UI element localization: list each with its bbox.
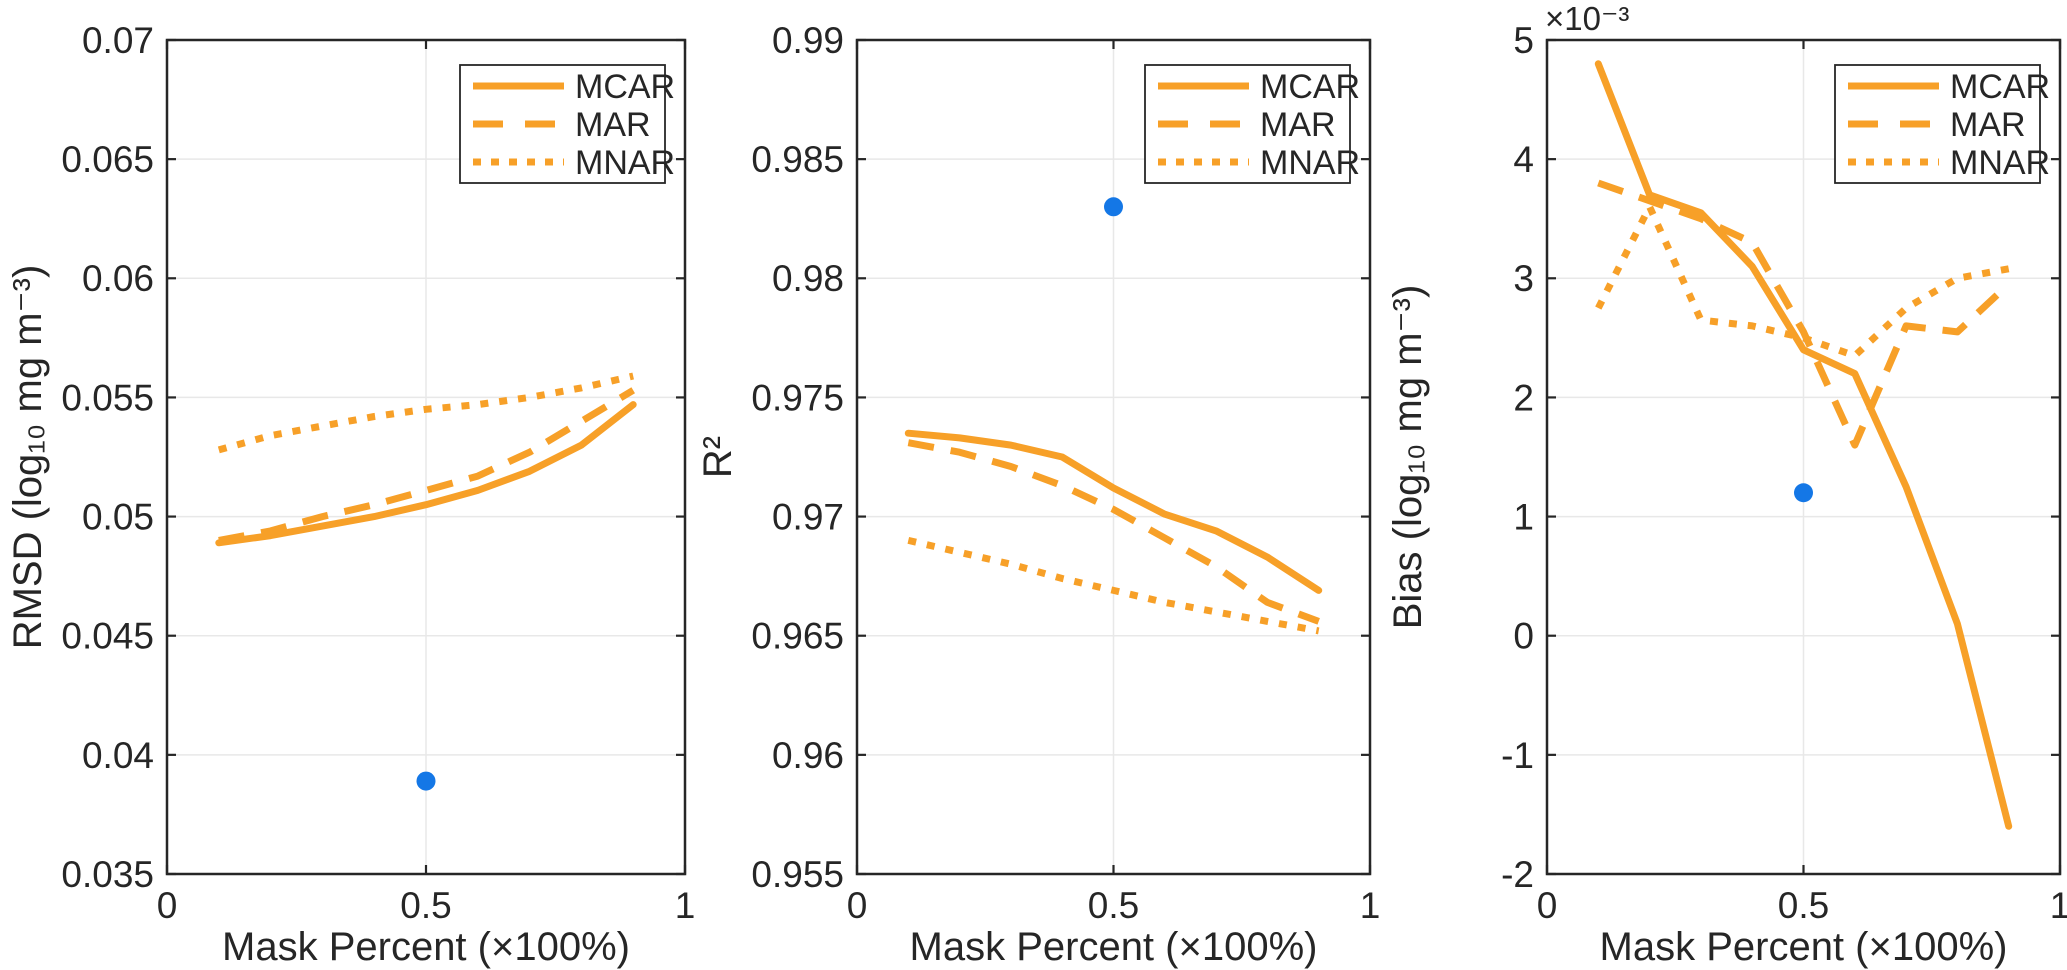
y-axis-label: Bias (log₁₀ mg m⁻³)	[1386, 285, 1430, 630]
series-group	[1594, 60, 2013, 830]
y-tick-label: 0.04	[82, 735, 154, 776]
reference-point	[416, 771, 436, 791]
y-axis-label: R²	[696, 436, 740, 478]
y-tick-label: 0.055	[61, 377, 154, 418]
x-tick-label: 1	[2050, 885, 2067, 926]
x-tick-label: 1	[1360, 885, 1381, 926]
x-tick-label: 0.5	[1088, 885, 1139, 926]
y-tick-label: 0.065	[61, 139, 154, 180]
series-line-mar	[218, 387, 635, 544]
series-line-mar	[1597, 179, 2012, 449]
y-tick-label: 2	[1513, 377, 1534, 418]
subplot-bias: 0 0.5 1 -2 -1 0 1 2 3 4 5 Mask Percent (×100%) Bias …	[1386, 0, 2067, 969]
series-line-mar	[907, 439, 1320, 625]
y-tick-label: 5	[1513, 20, 1534, 61]
y-tick-label: 0.96	[772, 735, 844, 776]
legend-label-mar: MAR	[575, 106, 651, 144]
x-axis-label: Mask Percent (×100%)	[910, 925, 1318, 969]
tick-marks	[165, 38, 687, 876]
y-tick-label: 0.06	[82, 258, 154, 299]
y-axis-offset-label: ×10⁻³	[1545, 0, 1629, 37]
x-axis-label: Mask Percent (×100%)	[1600, 925, 2008, 969]
legend-label-mar: MAR	[1950, 106, 2026, 144]
series-line-mnar	[1595, 203, 2010, 360]
y-tick-label: 0.98	[772, 258, 844, 299]
tick-marks	[855, 38, 1372, 876]
series-line-mnar	[907, 536, 1320, 635]
legend-label-mnar: MNAR	[1950, 144, 2050, 182]
legend-label-mar: MAR	[1260, 106, 1336, 144]
legend-label-mnar: MNAR	[1260, 144, 1360, 182]
x-tick-label: 0.5	[1778, 885, 1829, 926]
y-tick-label: 0.035	[61, 854, 154, 895]
y-tick-label: 0.955	[751, 854, 844, 895]
y-tick-label: 0.07	[82, 20, 154, 61]
y-tick-label: 3	[1513, 258, 1534, 299]
y-tick-label: 0.05	[82, 497, 154, 538]
y-axis-label: RMSD (log₁₀ mg m⁻³)	[6, 265, 50, 650]
legend-label-mnar: MNAR	[575, 144, 675, 182]
y-tick-label: 1	[1513, 497, 1534, 538]
y-tick-label: 0.045	[61, 616, 154, 657]
y-tick-label: 0.975	[751, 377, 844, 418]
y-tick-label: 4	[1513, 139, 1534, 180]
legend-label-mcar: MCAR	[1260, 68, 1360, 106]
y-tick-label: 0.99	[772, 20, 844, 61]
subplot-rmsd: 0 0.5 1 0.035 0.04 0.045 0.05 0.055 0.06 0.065 0.0…	[6, 20, 695, 969]
legend-label-mcar: MCAR	[575, 68, 675, 106]
legend-label-mcar: MCAR	[1950, 68, 2050, 106]
x-tick-label: 0	[847, 885, 868, 926]
series-group	[215, 372, 637, 547]
gridlines	[167, 40, 685, 874]
series-line-mcar	[904, 429, 1323, 594]
y-tick-label: 0.97	[772, 497, 844, 538]
x-tick-label: 1	[675, 885, 696, 926]
series-group	[904, 429, 1323, 635]
series-line-mcar	[215, 401, 637, 547]
reference-point	[1104, 197, 1123, 217]
y-tick-label: 0.985	[751, 139, 844, 180]
tick-marks	[1545, 38, 2062, 876]
series-line-mnar	[217, 372, 634, 454]
y-tick-label: -2	[1501, 854, 1534, 895]
subplot-r2: 0 0.5 1 0.955 0.96 0.965 0.97 0.975 0.98 0.985 0.9…	[696, 20, 1380, 969]
x-tick-label: 0	[1537, 885, 1558, 926]
y-tick-label: 0.965	[751, 616, 844, 657]
y-tick-label: -1	[1501, 735, 1534, 776]
series-line-mcar	[1594, 60, 2013, 830]
x-tick-label: 0	[157, 885, 178, 926]
x-tick-label: 0.5	[400, 885, 451, 926]
y-tick-label: 0	[1513, 616, 1534, 657]
x-axis-label: Mask Percent (×100%)	[222, 925, 630, 969]
reference-point	[1794, 483, 1813, 503]
